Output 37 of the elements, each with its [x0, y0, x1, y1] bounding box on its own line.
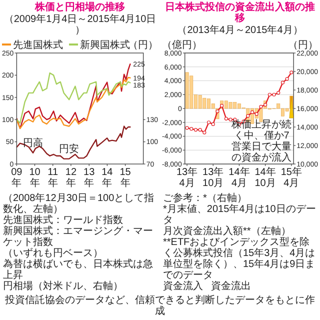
- chart-title: 日本株式投信の資金流出入額の推移: [165, 1, 315, 24]
- chart-subtitle: （2009年1月4日～2015年4月10日）: [4, 13, 156, 36]
- text: 投資信託協会のデータなど、信頼できると判断したデータをもとに作成: [4, 294, 315, 317]
- annotation: 円安: [59, 142, 80, 155]
- x-tick-label: 14年4月: [228, 166, 250, 189]
- y2-axis-title: （円）: [128, 40, 158, 51]
- text: 新興国株式：エマージング・マーケット指数: [3, 225, 153, 248]
- x-tick-label: 13年4月: [176, 166, 198, 189]
- text: *月末値、2015年4月は10日のデータ: [163, 203, 316, 226]
- annotation: 円高: [23, 136, 44, 149]
- x-tick-label: 14年10月: [254, 166, 276, 189]
- annotation: 株価上昇が続く中、僅か7営業日で大量の資金が流入: [230, 118, 292, 164]
- text: 為替は横ばいでも、日本株式は急上昇: [3, 258, 153, 281]
- text: **ETFおよびインデックス型を除く公募株式投信（15年3月、4月は単位型を除く）、15年4月は9日までのデータ: [163, 236, 316, 281]
- x-tick-label: 10年: [29, 167, 41, 189]
- text: （いずれも円ベース）: [3, 247, 103, 259]
- text: ご参考：*（右軸）: [163, 192, 247, 204]
- text: （2008年12月30日＝100として指数化、左軸）: [3, 192, 154, 215]
- text: 先進国株式：ワールド指数: [3, 214, 123, 226]
- x-tick-label: 15年4月: [280, 166, 302, 189]
- x-tick-label: 14年: [102, 167, 114, 189]
- x-tick-label: 15年: [120, 167, 132, 189]
- text: 資金流出: [211, 280, 251, 292]
- chart-subtitle: （2013年4月～2015年4月）: [177, 24, 303, 36]
- x-tick-label: 09年: [11, 167, 23, 189]
- text: 月次資金流出入額**（左軸）: [163, 225, 291, 237]
- text: 円相場（対米ドル、右軸）: [3, 280, 123, 292]
- chart-title: 株価と円相場の推移: [34, 1, 125, 13]
- y-axis-title: （億円）: [162, 39, 202, 51]
- x-tick-label: 11年: [48, 167, 58, 189]
- legend-label: 先進国株式: [13, 39, 63, 51]
- text: 資金流入: [163, 280, 203, 292]
- x-tick-label: 13年10月: [202, 166, 224, 189]
- y2-axis-title: （円）: [288, 40, 318, 51]
- x-tick-label: 13年: [84, 167, 96, 189]
- legend-label: 新興国株式: [80, 39, 130, 51]
- x-tick-label: 12年: [65, 167, 77, 189]
